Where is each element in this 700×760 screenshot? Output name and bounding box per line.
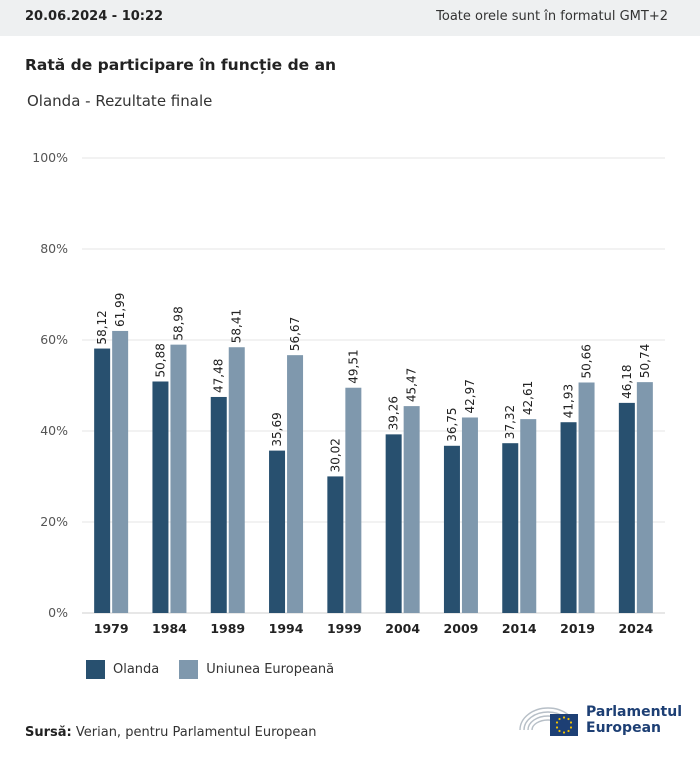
bar-series1 bbox=[502, 443, 519, 613]
chart-title: Rată de participare în funcție de an bbox=[25, 56, 337, 74]
chart-subtitle: Olanda - Rezultate finale bbox=[27, 92, 213, 110]
legend-item-series1: Olanda bbox=[86, 660, 159, 679]
data-label: 56,67 bbox=[288, 317, 302, 351]
source-note: Sursă: Verian, pentru Parlamentul Europe… bbox=[25, 725, 317, 740]
x-tick-label: 2024 bbox=[618, 621, 653, 636]
bar-series1 bbox=[385, 434, 402, 613]
data-label: 58,12 bbox=[95, 310, 109, 344]
x-tick-label: 2014 bbox=[502, 621, 537, 636]
source-label: Sursă: bbox=[25, 725, 72, 740]
x-tick-label: 1999 bbox=[327, 621, 362, 636]
bar-series2 bbox=[112, 330, 129, 613]
data-label: 45,47 bbox=[405, 368, 419, 402]
logo-line-2: European bbox=[586, 720, 661, 736]
x-tick-label: 2009 bbox=[444, 621, 479, 636]
x-tick-label: 2019 bbox=[560, 621, 595, 636]
data-label: 42,61 bbox=[521, 381, 535, 415]
y-tick-label: 60% bbox=[40, 332, 68, 347]
x-tick-label: 1984 bbox=[152, 621, 187, 636]
x-tick-label: 1979 bbox=[94, 621, 129, 636]
data-label: 37,32 bbox=[503, 405, 517, 439]
data-label: 50,74 bbox=[638, 344, 652, 378]
timestamp: 20.06.2024 - 10:22 bbox=[25, 9, 164, 24]
data-label: 39,26 bbox=[387, 396, 401, 430]
legend-item-series2: Uniunea Europeană bbox=[179, 660, 334, 679]
data-label: 30,02 bbox=[328, 438, 342, 472]
source-text: Verian, pentru Parlamentul European bbox=[75, 725, 317, 740]
bar-series1 bbox=[618, 402, 635, 613]
bar-series2 bbox=[403, 406, 420, 613]
data-label: 35,69 bbox=[270, 412, 284, 446]
legend-swatch-series2 bbox=[179, 660, 199, 679]
logo-text: Parlamentul European bbox=[586, 704, 682, 736]
bar-series2 bbox=[345, 387, 362, 613]
data-label: 41,93 bbox=[562, 384, 576, 418]
data-label: 61,99 bbox=[113, 293, 127, 327]
data-label: 42,97 bbox=[463, 379, 477, 413]
legend-label-series2: Uniunea Europeană bbox=[206, 662, 335, 677]
data-label: 58,98 bbox=[171, 306, 185, 340]
bar-series1 bbox=[152, 381, 169, 613]
bar-series2 bbox=[287, 355, 304, 613]
timezone-note: Toate orele sunt în formatul GMT+2 bbox=[436, 9, 668, 24]
bar-series2 bbox=[228, 347, 245, 613]
legend: Olanda Uniunea Europeană bbox=[86, 660, 354, 679]
bar-series2 bbox=[520, 419, 537, 613]
y-tick-label: 40% bbox=[40, 423, 68, 438]
x-tick-label: 1989 bbox=[210, 621, 245, 636]
parliament-logo: Parlamentul European bbox=[516, 700, 682, 740]
y-tick-label: 20% bbox=[40, 514, 68, 529]
bar-chart: 0% 20% 40% 60% 80% 100% 58,12 61,99 1979 50,88 58,… bbox=[32, 150, 665, 636]
bar-series2 bbox=[636, 382, 653, 613]
data-label: 49,51 bbox=[346, 349, 360, 383]
x-tick-label: 1994 bbox=[269, 621, 304, 636]
y-tick-label: 100% bbox=[32, 150, 68, 165]
data-label: 58,41 bbox=[230, 309, 244, 343]
y-tick-label: 0% bbox=[48, 605, 68, 620]
y-tick-label: 80% bbox=[40, 241, 68, 256]
bar-series1 bbox=[269, 450, 286, 613]
parliament-emblem-icon bbox=[519, 707, 578, 736]
legend-label-series1: Olanda bbox=[113, 662, 160, 677]
x-tick-label: 2004 bbox=[385, 621, 420, 636]
bar-series1 bbox=[443, 445, 460, 613]
bar-series1 bbox=[210, 396, 227, 613]
bar-series2 bbox=[170, 344, 187, 613]
data-label: 50,66 bbox=[580, 344, 594, 378]
logo-line-1: Parlamentul bbox=[586, 704, 682, 720]
data-label: 50,88 bbox=[153, 343, 167, 377]
bar-series2 bbox=[578, 382, 595, 613]
data-label: 47,48 bbox=[212, 359, 226, 393]
top-bar: 20.06.2024 - 10:22 Toate orele sunt în f… bbox=[0, 0, 700, 36]
data-label: 46,18 bbox=[620, 365, 634, 399]
bar-series1 bbox=[327, 476, 344, 613]
bar-series2 bbox=[461, 417, 478, 613]
bar-series1 bbox=[560, 422, 577, 613]
legend-swatch-series1 bbox=[86, 660, 105, 679]
data-label: 36,75 bbox=[445, 407, 459, 441]
bar-series1 bbox=[94, 348, 111, 613]
